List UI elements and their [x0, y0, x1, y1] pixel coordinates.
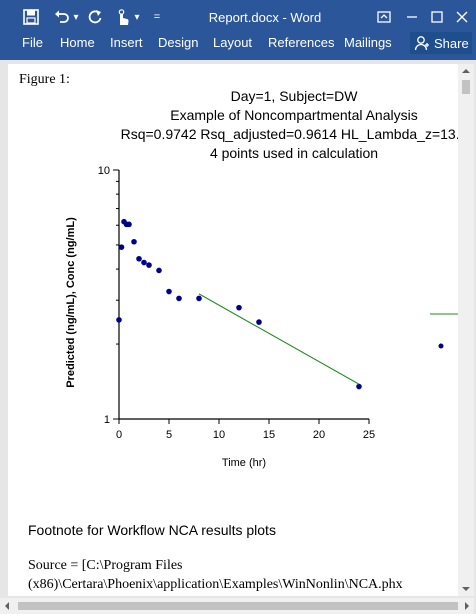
minimize-button[interactable] [400, 6, 424, 28]
chart-title-line: Example of Noncompartmental Analysis [170, 107, 417, 123]
data-point [131, 238, 137, 245]
scroll-left-icon[interactable] [0, 598, 14, 614]
data-point [146, 262, 152, 268]
customize-qat-icon[interactable]: = [153, 11, 161, 23]
scroll-up-icon[interactable] [458, 64, 474, 78]
vertical-scrollbar[interactable] [458, 64, 474, 596]
data-point [256, 319, 262, 325]
undo-dropdown-icon[interactable]: ▾ [73, 11, 79, 23]
tab-mailings[interactable]: Mailings [344, 35, 392, 50]
data-point [141, 259, 147, 266]
figure-label: Figure 1: [19, 72, 70, 87]
x-tick-label: 0 [116, 429, 122, 441]
tab-file[interactable]: File [22, 35, 43, 50]
tab-design[interactable]: Design [158, 35, 199, 50]
scroll-thumb[interactable] [462, 80, 470, 94]
y-axis-label: Predicted (ng/mL), Conc (ng/mL) [65, 217, 77, 388]
save-icon[interactable] [20, 6, 42, 28]
data-point [118, 244, 125, 250]
x-tick-label: 15 [263, 429, 275, 441]
person-icon [414, 36, 429, 51]
x-axis-label: Time (hr) [222, 457, 266, 469]
chart-title-line: Rsq=0.9742 Rsq_adjusted=0.9614 HL_Lambda… [121, 126, 458, 142]
tab-references[interactable]: References [268, 35, 335, 50]
data-point [166, 288, 172, 295]
horizontal-scrollbar[interactable] [0, 598, 474, 614]
share-button[interactable]: Share [410, 32, 472, 54]
data-point [356, 383, 362, 390]
touch-dropdown-icon[interactable]: ▾ [134, 11, 140, 23]
data-point [176, 295, 182, 302]
touch-mode-icon[interactable] [112, 6, 134, 28]
chart-title-line: 4 points used in calculation [210, 145, 378, 161]
tab-layout[interactable]: Layout [213, 35, 253, 50]
tab-home[interactable]: Home [60, 35, 95, 50]
x-tick-label: 5 [166, 429, 172, 441]
undo-icon[interactable] [50, 6, 74, 28]
share-label: Share [434, 35, 469, 51]
chart-title-line: Day=1, Subject=DW [231, 88, 359, 104]
close-button[interactable] [450, 6, 474, 28]
regression-line [198, 293, 360, 385]
maximize-button[interactable] [425, 6, 449, 28]
source-line-2: (x86)\Certara\Phoenix\application\Exampl… [28, 577, 403, 592]
data-point [136, 255, 142, 262]
scroll-right-icon[interactable] [460, 598, 474, 614]
data-point [116, 317, 122, 323]
source-line-1: Source = [C:\Program Files [28, 558, 183, 573]
data-point [156, 267, 162, 274]
scroll-down-icon[interactable] [458, 582, 474, 596]
document-page[interactable]: Figure 1: Day=1, Subject=DW Example of No… [8, 64, 458, 596]
tab-insert[interactable]: Insert [110, 35, 143, 50]
x-tick-label: 10 [213, 429, 225, 441]
nca-chart: Day=1, Subject=DW Example of Noncompartme… [65, 88, 458, 469]
data-point [196, 295, 202, 302]
window-title: Report.docx - Word [208, 10, 322, 25]
y-tick-label: 10 [98, 165, 110, 177]
legend-marker-glyph [438, 343, 444, 349]
data-point [126, 221, 132, 228]
redo-icon[interactable] [84, 6, 106, 28]
y-tick-label: 1 [104, 414, 110, 426]
title-bar: ▾ ▾ = Report.docx - Word File Home Inser… [0, 0, 476, 60]
hscroll-thumb[interactable] [18, 602, 458, 610]
data-point [236, 304, 242, 311]
x-tick-label: 20 [313, 429, 325, 441]
x-tick-label: 25 [363, 429, 375, 441]
ribbon-display-icon[interactable] [372, 6, 396, 28]
footnote: Footnote for Workflow NCA results plots [28, 522, 276, 538]
